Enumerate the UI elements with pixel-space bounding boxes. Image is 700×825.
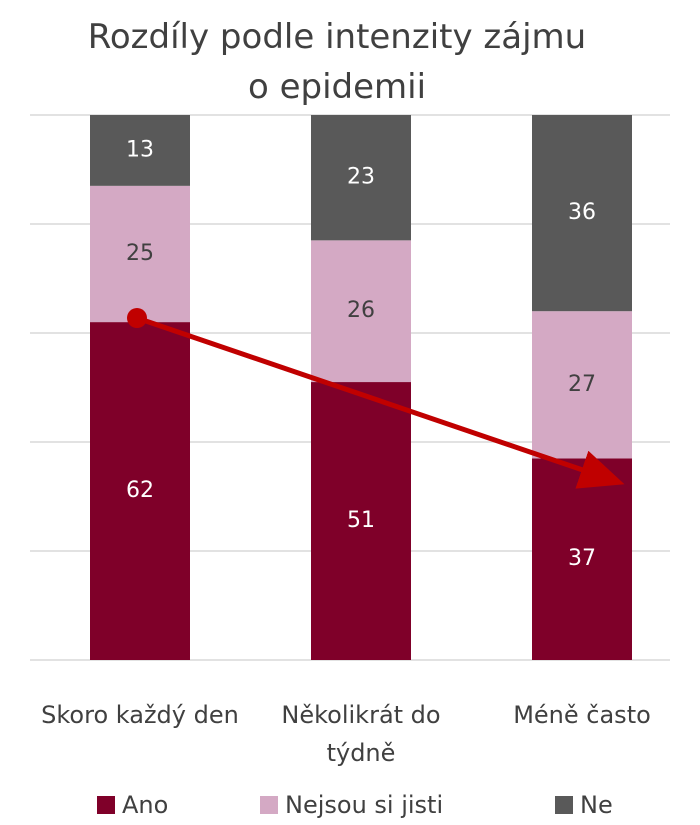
trend-arrow-start xyxy=(127,308,147,328)
data-label: 23 xyxy=(347,165,375,190)
x-tick-label: Několikrát do týdně xyxy=(281,701,441,767)
x-tick-label: Skoro každý den xyxy=(41,701,239,729)
data-label: 62 xyxy=(126,478,154,503)
bar-segment xyxy=(90,115,190,186)
legend-swatch xyxy=(260,796,278,814)
legend-swatch xyxy=(555,796,573,814)
data-label: 25 xyxy=(126,241,154,266)
bar-segment xyxy=(311,382,411,660)
bar-segment xyxy=(90,322,190,660)
bar-segment xyxy=(532,115,632,312)
bar-segment xyxy=(532,311,632,459)
data-label: 51 xyxy=(347,508,375,533)
legend-swatch xyxy=(97,796,115,814)
legend-label: Nejsou si jisti xyxy=(285,791,443,819)
data-label: 27 xyxy=(568,372,596,397)
data-label: 13 xyxy=(126,137,154,162)
bar-segment xyxy=(311,115,411,241)
bar-segment xyxy=(532,458,632,660)
bar-segment xyxy=(90,185,190,323)
x-tick-label: Méně často xyxy=(513,701,651,729)
legend-label: Ano xyxy=(122,791,168,819)
data-label: 37 xyxy=(568,546,596,571)
data-label: 36 xyxy=(568,200,596,225)
bar-segment xyxy=(311,240,411,383)
chart-title: Rozdíly podle intenzity zájmu o epidemii xyxy=(87,17,587,107)
trend-arrow xyxy=(136,315,625,489)
data-label: 26 xyxy=(347,298,375,323)
legend-label: Ne xyxy=(580,791,613,819)
